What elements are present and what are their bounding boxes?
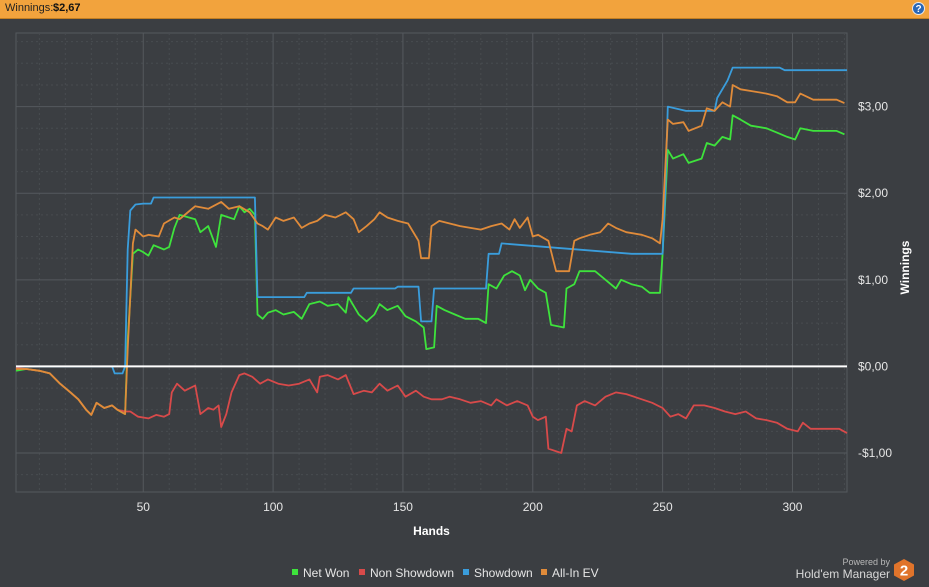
x-tick-label: 50 xyxy=(137,500,151,514)
legend-swatch xyxy=(292,569,298,575)
y-tick-label: -$1,00 xyxy=(858,446,892,460)
winnings-value: $2,67 xyxy=(53,2,81,14)
x-tick-label: 200 xyxy=(523,500,543,514)
y-tick-label: $2,00 xyxy=(858,186,888,200)
brand-name: Hold'em Manager xyxy=(795,567,890,581)
winnings-chart: 50 100 150 200 250 300 -$1,00 $0,00 $1,00 $2,00 $3… xyxy=(15,32,912,580)
powered-by-label: Powered by xyxy=(842,557,890,567)
y-tick-label: $3,00 xyxy=(858,100,888,114)
legend-label: Non Showdown xyxy=(370,566,454,580)
chart-series xyxy=(15,66,848,454)
chart-legend: Net Won Non Showdown Showdown All-In EV xyxy=(292,566,599,580)
y-axis-label: Winnings xyxy=(898,240,912,294)
x-tick-label: 300 xyxy=(782,500,802,514)
all-in-ev-series-line xyxy=(16,84,845,416)
x-tick-label: 150 xyxy=(393,500,413,514)
legend-swatch xyxy=(463,569,469,575)
logo-text: 2 xyxy=(900,563,908,580)
chart-axes: 50 100 150 200 250 300 -$1,00 $0,00 $1,00 $2,00 $3… xyxy=(137,100,912,538)
showdown-series-line xyxy=(16,66,847,375)
legend-label: Net Won xyxy=(303,566,349,580)
hem2-logo: 2 xyxy=(894,559,914,581)
y-tick-label: $1,00 xyxy=(858,273,888,287)
non-showdown-series-line xyxy=(15,367,848,454)
x-axis-label: Hands xyxy=(413,524,450,538)
plot-frame xyxy=(15,32,848,493)
y-tick-label: $0,00 xyxy=(858,359,888,373)
winnings-label: Winnings: xyxy=(5,2,54,14)
x-tick-label: 100 xyxy=(263,500,283,514)
legend-label: All-In EV xyxy=(552,566,599,580)
x-tick-label: 250 xyxy=(653,500,673,514)
legend-label: Showdown xyxy=(474,566,533,580)
legend-swatch xyxy=(359,569,365,575)
winnings-header: Winnings: $2,67 ? xyxy=(0,0,929,19)
legend-swatch xyxy=(541,569,547,575)
logo-hexagon xyxy=(894,559,914,581)
help-icon[interactable]: ? xyxy=(912,2,925,15)
net-won-series-line xyxy=(15,114,845,416)
